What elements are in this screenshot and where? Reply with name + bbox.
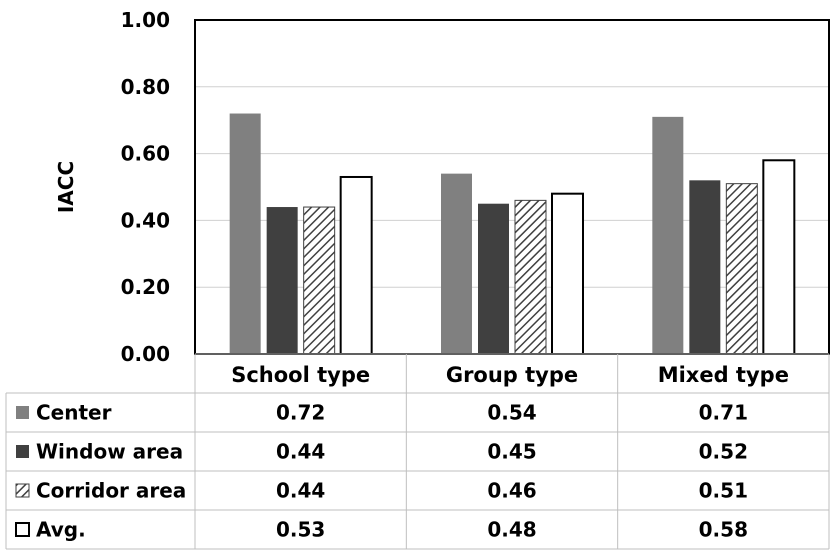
bar — [551, 192, 584, 355]
legend-label: Corridor area — [36, 479, 186, 503]
table-value: 0.44 — [276, 479, 325, 503]
table-value: 0.54 — [487, 401, 536, 425]
table-value: 0.58 — [699, 518, 748, 542]
y-axis-ticks: 0.00 0.20 0.40 0.60 0.80 1.00 — [121, 8, 170, 366]
bar — [762, 159, 796, 355]
bars — [229, 113, 796, 355]
table-value: 0.72 — [276, 401, 325, 425]
table-value: 0.48 — [487, 518, 536, 542]
table-value: 0.44 — [276, 440, 325, 464]
x-category-label: School type — [231, 363, 370, 387]
data-table: School type Group type Mixed type Center 0.7… — [5, 353, 830, 550]
table-value: 0.52 — [699, 440, 748, 464]
bar — [303, 206, 336, 355]
bar — [652, 116, 684, 354]
y-tick-label: 0.80 — [121, 75, 170, 99]
y-axis-label: IACC — [54, 161, 78, 213]
y-tick-label: 0.40 — [121, 208, 170, 232]
bar — [266, 207, 298, 354]
bar — [339, 175, 373, 355]
legend-key — [15, 483, 30, 498]
y-tick-label: 0.00 — [121, 342, 170, 366]
legend-label: Avg. — [36, 518, 86, 542]
legend-key — [16, 406, 29, 419]
table-value: 0.53 — [276, 518, 325, 542]
table-value: 0.71 — [699, 401, 748, 425]
legend-label: Center — [36, 401, 112, 425]
table-value: 0.45 — [487, 440, 536, 464]
y-tick-label: 0.20 — [121, 275, 170, 299]
x-category-label: Mixed type — [658, 363, 789, 387]
bar — [441, 173, 472, 354]
y-tick-label: 0.60 — [121, 142, 170, 166]
bar — [689, 180, 721, 354]
y-tick-label: 1.00 — [121, 8, 170, 32]
bar — [514, 199, 547, 355]
legend-key — [15, 522, 30, 537]
bar — [229, 113, 261, 355]
bar — [725, 183, 758, 355]
legend-key — [16, 445, 29, 458]
bar — [478, 203, 509, 354]
legend-label: Window area — [36, 440, 183, 464]
x-category-label: Group type — [446, 363, 578, 387]
table-value: 0.46 — [487, 479, 536, 503]
table-value: 0.51 — [699, 479, 748, 503]
